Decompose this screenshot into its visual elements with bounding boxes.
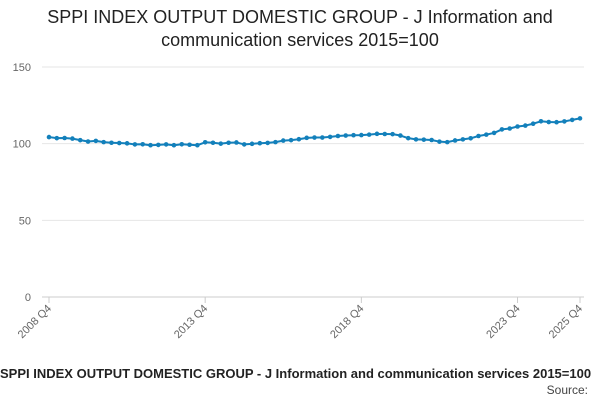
series-line <box>48 117 581 147</box>
data-point[interactable] <box>77 137 83 143</box>
data-point[interactable] <box>577 116 583 121</box>
chart-title: SPPI INDEX OUTPUT DOMESTIC GROUP - J Inf… <box>0 6 600 52</box>
data-point[interactable] <box>148 142 153 148</box>
data-point[interactable] <box>249 141 255 147</box>
data-point[interactable] <box>171 142 177 148</box>
x-tick-label: 2025 Q4 <box>547 303 585 341</box>
y-tick-label: 0 <box>25 292 31 304</box>
data-point[interactable] <box>124 141 130 146</box>
footer-series-title: SPPI INDEX OUTPUT DOMESTIC GROUP - J Inf… <box>0 366 591 381</box>
data-point[interactable] <box>257 140 263 146</box>
data-point[interactable] <box>85 139 91 144</box>
data-point[interactable] <box>398 133 403 138</box>
data-point[interactable] <box>140 141 146 147</box>
data-point[interactable] <box>335 133 341 139</box>
chart-title-line-2: communication services 2015=100 <box>161 30 439 50</box>
y-tick-label: 100 <box>13 139 31 151</box>
data-point[interactable] <box>241 142 247 147</box>
data-point[interactable] <box>413 137 419 142</box>
data-point[interactable] <box>62 135 67 141</box>
data-point[interactable] <box>515 124 520 129</box>
data-point[interactable] <box>101 139 106 145</box>
data-point[interactable] <box>296 136 302 142</box>
data-point[interactable] <box>343 133 349 138</box>
x-tick-label: 2008 Q4 <box>16 303 54 341</box>
data-point[interactable] <box>452 138 458 143</box>
x-tick-label: 2018 Q4 <box>328 303 366 341</box>
y-tick-label: 50 <box>19 215 31 227</box>
data-point[interactable] <box>54 135 60 141</box>
data-point[interactable] <box>312 135 317 140</box>
data-point[interactable] <box>538 118 544 124</box>
data-point[interactable] <box>320 135 325 140</box>
data-point[interactable] <box>523 123 528 128</box>
data-point[interactable] <box>382 131 388 137</box>
data-point[interactable] <box>109 140 114 146</box>
x-tick-label: 2023 Q4 <box>484 303 522 341</box>
data-point[interactable] <box>163 142 169 147</box>
data-point[interactable] <box>179 141 185 147</box>
data-point[interactable] <box>546 119 552 125</box>
data-point[interactable] <box>280 138 286 143</box>
data-point[interactable] <box>156 142 161 148</box>
data-point[interactable] <box>562 119 567 124</box>
data-point[interactable] <box>468 136 473 141</box>
data-point[interactable] <box>429 137 434 143</box>
data-point[interactable] <box>374 131 380 137</box>
data-point[interactable] <box>70 136 75 141</box>
data-point[interactable] <box>554 119 559 125</box>
y-tick-label: 150 <box>13 62 31 74</box>
data-point[interactable] <box>351 132 356 138</box>
data-point[interactable] <box>327 134 333 140</box>
y-axis-tick-labels: 0 50 100 150 <box>13 62 31 304</box>
series-group <box>46 116 583 148</box>
data-point[interactable] <box>93 138 99 144</box>
data-point[interactable] <box>187 142 192 148</box>
data-point[interactable] <box>437 139 442 144</box>
data-point[interactable] <box>390 131 395 137</box>
data-point[interactable] <box>359 132 364 138</box>
data-point[interactable] <box>460 137 466 142</box>
data-point[interactable] <box>226 140 231 146</box>
data-point[interactable] <box>421 137 427 142</box>
data-point[interactable] <box>491 130 497 136</box>
data-point[interactable] <box>366 132 372 137</box>
data-point[interactable] <box>444 139 450 145</box>
footer-source-label: Source: <box>547 383 588 397</box>
data-point[interactable] <box>210 140 216 146</box>
data-point[interactable] <box>132 142 138 147</box>
data-point[interactable] <box>116 140 122 146</box>
data-point[interactable] <box>218 141 224 146</box>
data-point[interactable] <box>530 121 536 127</box>
data-point[interactable] <box>476 133 481 139</box>
data-point[interactable] <box>265 140 270 146</box>
data-point[interactable] <box>46 134 52 140</box>
data-point[interactable] <box>195 142 200 148</box>
data-point[interactable] <box>405 135 411 141</box>
chart-title-line-1: SPPI INDEX OUTPUT DOMESTIC GROUP - J Inf… <box>47 7 553 27</box>
data-point[interactable] <box>499 127 505 132</box>
data-point[interactable] <box>202 139 208 145</box>
data-point[interactable] <box>483 132 489 137</box>
data-point[interactable] <box>234 140 239 145</box>
data-point[interactable] <box>273 139 278 145</box>
x-tick-label: 2013 Q4 <box>172 303 210 341</box>
data-point[interactable] <box>304 135 309 141</box>
data-point[interactable] <box>288 137 294 143</box>
x-axis-tick-labels: 2008 Q4 2013 Q4 2018 Q4 2023 Q4 2025 Q4 <box>16 297 585 341</box>
data-point[interactable] <box>569 117 575 123</box>
data-point[interactable] <box>507 126 513 131</box>
